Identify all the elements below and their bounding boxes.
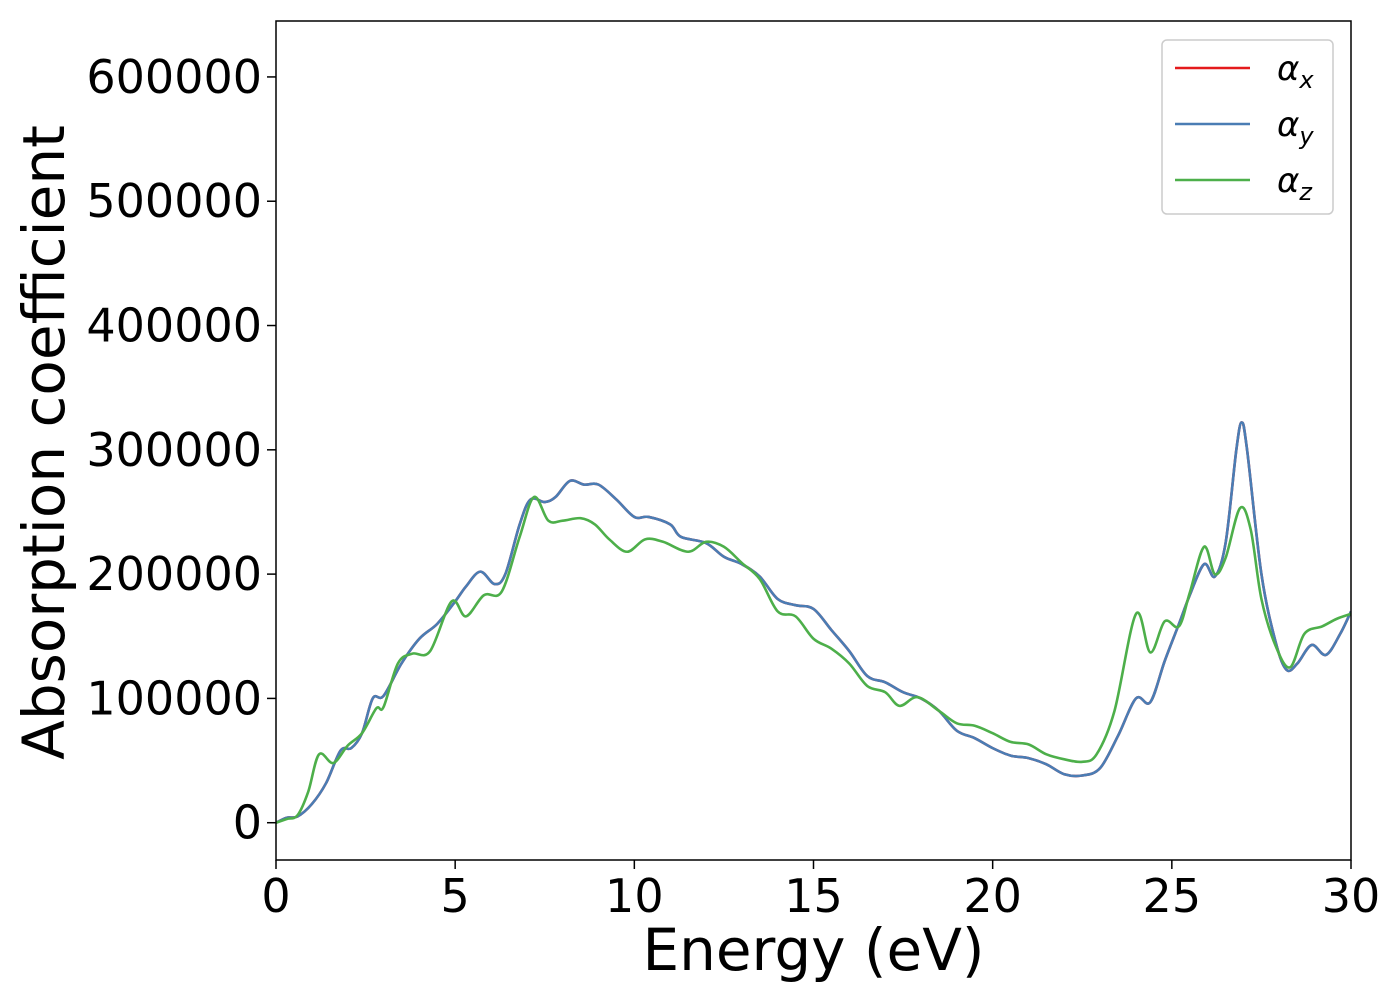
y-tick-label: 500000 [86,174,262,228]
y-tick-label: 100000 [86,671,262,725]
series-line-alpha-y [276,421,1351,824]
y-tick-label: 200000 [86,547,262,601]
legend-label-alpha-x: αx [1277,49,1314,94]
x-axis-label: Energy (eV) [642,916,984,984]
legend-label-alpha-y: αy [1277,105,1314,150]
legend-box [1161,39,1334,215]
y-axis-label: Absorption coefficient [10,125,78,760]
x-axis-ticks: 0 5 10 15 20 25 30 [261,860,1380,923]
y-tick-label: 300000 [86,423,262,477]
y-tick-label: 600000 [86,50,262,104]
x-tick-label: 15 [784,869,843,923]
y-axis-ticks: 0 100000 200000 300000 400000 500000 600000 [86,50,276,850]
x-tick-label: 20 [963,869,1022,923]
x-tick-label: 0 [261,869,290,923]
y-tick-label: 400000 [86,299,262,353]
x-tick-label: 30 [1322,869,1381,923]
x-tick-label: 10 [605,869,664,923]
x-tick-label: 5 [441,869,470,923]
y-tick-label: 0 [233,796,262,850]
series-layer [276,421,1351,824]
x-tick-label: 25 [1143,869,1202,923]
series-line-alpha-z [276,495,1351,824]
